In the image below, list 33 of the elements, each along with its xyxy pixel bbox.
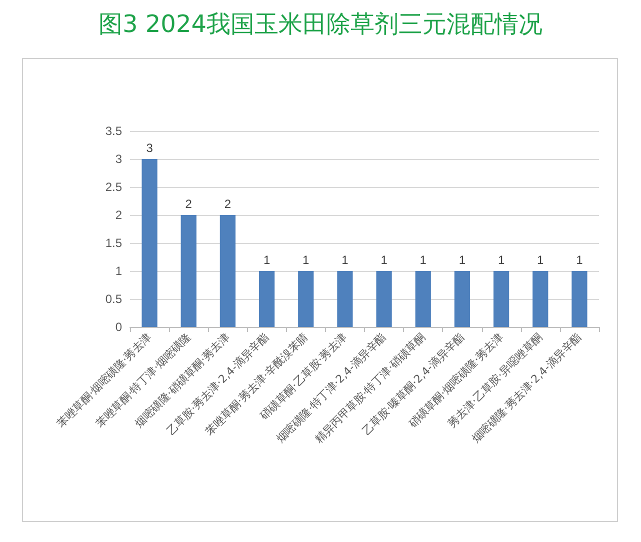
bar	[493, 271, 510, 327]
data-label: 3	[146, 141, 154, 155]
chart-title: 图3 2024我国玉米田除草剂三元混配情况	[98, 9, 544, 40]
y-tick-label: 3.5	[105, 124, 122, 138]
data-label: 1	[263, 253, 270, 267]
data-label: 1	[380, 253, 388, 267]
bar	[415, 271, 431, 327]
bar	[142, 159, 158, 327]
bar	[298, 271, 314, 327]
bar	[258, 271, 275, 327]
data-label: 2	[224, 197, 232, 211]
data-label: 1	[458, 253, 466, 267]
data-label: 1	[342, 253, 349, 267]
bar	[572, 271, 588, 327]
y-tick-label: 2.5	[105, 180, 122, 194]
data-label: 1	[537, 253, 544, 267]
y-tick-label: 1	[115, 264, 122, 278]
bar	[337, 271, 353, 327]
data-label: 1	[498, 253, 505, 267]
y-tick-label: 0.5	[105, 292, 122, 306]
bar	[220, 215, 236, 327]
y-tick-label: 0	[115, 320, 122, 334]
bar	[180, 215, 196, 327]
y-tick-label: 1.5	[105, 236, 122, 250]
y-tick-label: 2	[115, 208, 122, 222]
data-label: 2	[185, 197, 192, 211]
data-label: 1	[420, 253, 427, 267]
bar	[532, 271, 548, 327]
y-tick-label: 3	[115, 152, 122, 166]
bar	[454, 271, 470, 327]
data-label: 1	[576, 253, 584, 267]
data-label: 1	[302, 253, 310, 267]
bar	[376, 271, 392, 327]
